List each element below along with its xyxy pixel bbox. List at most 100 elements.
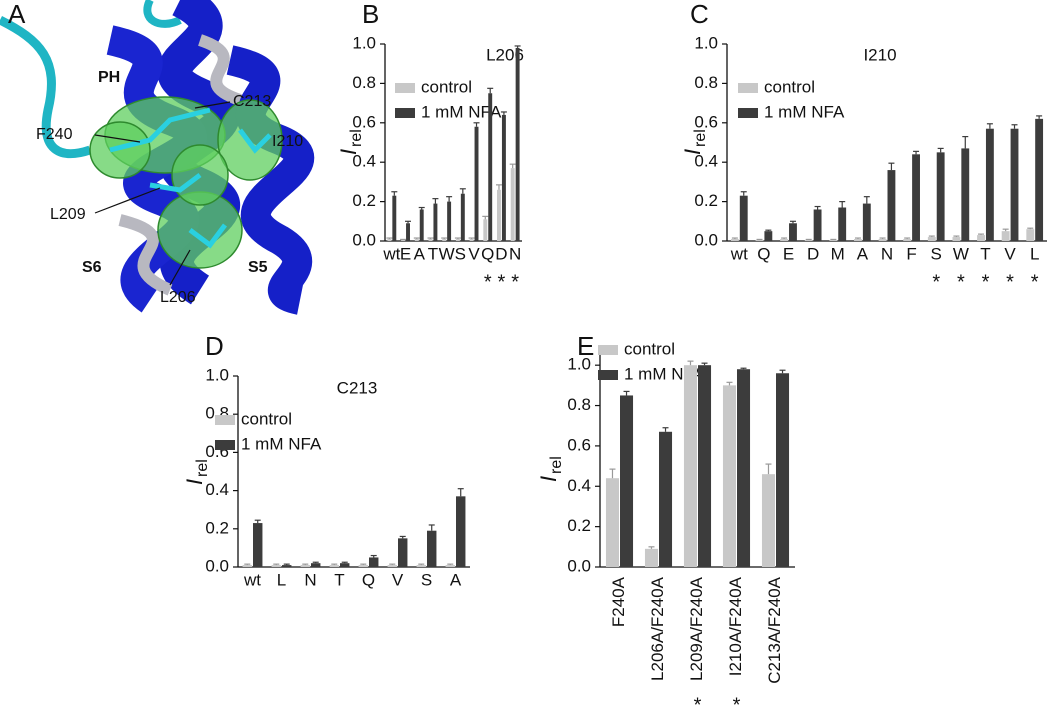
x-tick-label: V bbox=[1004, 244, 1016, 263]
bar bbox=[311, 563, 321, 567]
bar bbox=[764, 231, 773, 241]
error-bar bbox=[273, 563, 280, 566]
y-tick-label: 0.4 bbox=[352, 152, 376, 171]
legend-swatch bbox=[395, 108, 415, 118]
bar bbox=[329, 565, 339, 567]
bar bbox=[414, 239, 419, 241]
bar bbox=[433, 203, 438, 241]
bar bbox=[722, 385, 736, 567]
error-bar bbox=[432, 198, 439, 204]
leaders bbox=[94, 101, 231, 286]
y-tick-label: 0.2 bbox=[694, 191, 718, 210]
x-tick-label: E bbox=[783, 244, 794, 263]
structure-label: S6 bbox=[82, 259, 102, 276]
error-bar bbox=[446, 196, 453, 202]
bar bbox=[936, 152, 945, 241]
bar bbox=[447, 201, 452, 241]
x-tick-label: F bbox=[906, 244, 916, 263]
bar bbox=[497, 189, 501, 241]
bar bbox=[369, 557, 379, 567]
y-axis-label-sub: rel bbox=[194, 459, 211, 477]
error-bar bbox=[341, 561, 348, 564]
x-tick-label: D bbox=[807, 244, 819, 263]
structure-label: F240 bbox=[36, 126, 73, 143]
x-tick-label: E bbox=[400, 244, 411, 263]
structure-label: I210 bbox=[272, 133, 303, 150]
y-tick-label: 0.6 bbox=[352, 112, 376, 131]
bar bbox=[739, 195, 748, 241]
error-bar bbox=[459, 188, 466, 194]
bar bbox=[698, 365, 712, 567]
error-bar bbox=[781, 237, 788, 240]
bar bbox=[961, 148, 970, 241]
y-tick-label: 1.0 bbox=[205, 365, 229, 384]
significance-marker: * bbox=[733, 694, 741, 716]
legend-swatch bbox=[738, 83, 758, 93]
y-axis-label-main: I bbox=[536, 476, 561, 482]
significance-marker: * bbox=[982, 271, 990, 293]
bar bbox=[1026, 229, 1035, 241]
error-bar bbox=[740, 191, 747, 196]
error-bar bbox=[428, 524, 435, 531]
bar bbox=[300, 565, 310, 567]
error-bar bbox=[312, 561, 319, 564]
bar bbox=[761, 474, 775, 567]
error-bar bbox=[418, 206, 425, 210]
bar bbox=[903, 239, 912, 241]
bar bbox=[483, 219, 488, 241]
legend-swatch bbox=[598, 370, 618, 380]
bar bbox=[878, 239, 887, 241]
bar bbox=[813, 209, 822, 241]
bar bbox=[387, 239, 392, 241]
error-bar bbox=[427, 237, 434, 240]
x-tick-label: A bbox=[450, 570, 462, 589]
error-bar bbox=[482, 215, 489, 220]
y-tick-label: 0.6 bbox=[694, 112, 718, 131]
bar bbox=[605, 478, 619, 567]
bar bbox=[515, 47, 520, 241]
legend-label: control bbox=[421, 77, 472, 96]
error-bar bbox=[789, 220, 796, 224]
error-bar bbox=[468, 237, 475, 240]
x-tick-label: S bbox=[455, 244, 466, 263]
error-bar bbox=[254, 519, 261, 524]
panel-letter: B bbox=[362, 0, 379, 29]
error-bar bbox=[740, 367, 747, 370]
panel-letter: C bbox=[690, 0, 709, 29]
bar bbox=[469, 239, 474, 241]
sticks bbox=[109, 107, 272, 249]
error-bar bbox=[447, 563, 454, 566]
helix bbox=[226, 45, 314, 315]
bar bbox=[755, 240, 764, 241]
bar bbox=[804, 240, 813, 241]
x-tick-label: L209A/F240A bbox=[687, 576, 706, 681]
y-tick-label: 0.2 bbox=[205, 518, 229, 537]
y-tick-label: 0.2 bbox=[352, 191, 376, 210]
bar bbox=[887, 170, 896, 241]
x-tick-label: S bbox=[421, 570, 432, 589]
legend-swatch bbox=[395, 83, 415, 93]
structure-label: S5 bbox=[248, 259, 268, 276]
error-bar bbox=[779, 369, 786, 374]
legend-label: 1 mM NFA bbox=[764, 102, 845, 121]
y-tick-label: 1.0 bbox=[352, 33, 376, 52]
loop bbox=[143, 0, 182, 28]
significance-marker: * bbox=[484, 271, 492, 293]
x-tick-label: A bbox=[857, 244, 869, 263]
error-bar bbox=[726, 381, 733, 386]
bar bbox=[501, 114, 506, 241]
bar bbox=[242, 565, 252, 567]
bar bbox=[510, 168, 515, 241]
x-tick-label: T bbox=[428, 244, 438, 263]
bar bbox=[387, 565, 397, 567]
y-tick-label: 0.0 bbox=[205, 556, 229, 575]
panel-letter: A bbox=[8, 0, 26, 29]
error-bar bbox=[648, 546, 655, 549]
error-bar bbox=[662, 427, 669, 432]
error-bar bbox=[863, 196, 870, 204]
y-tick-label: 1.0 bbox=[567, 355, 591, 374]
error-bar bbox=[454, 237, 461, 240]
